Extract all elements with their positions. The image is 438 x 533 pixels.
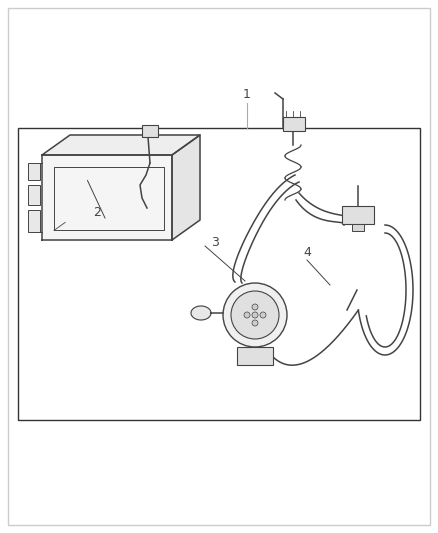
Bar	[28, 163, 40, 180]
Polygon shape	[191, 306, 211, 320]
Circle shape	[244, 312, 250, 318]
Polygon shape	[42, 135, 200, 155]
Bar	[342, 206, 374, 224]
Polygon shape	[42, 155, 172, 240]
Text: 2: 2	[93, 206, 101, 220]
Text: 3: 3	[211, 236, 219, 249]
Bar	[18, 128, 420, 420]
Bar	[142, 125, 158, 137]
Polygon shape	[172, 135, 200, 240]
Bar	[352, 224, 364, 231]
Circle shape	[252, 304, 258, 310]
Circle shape	[223, 283, 287, 347]
Circle shape	[260, 312, 266, 318]
Circle shape	[252, 312, 258, 318]
Text: 4: 4	[303, 246, 311, 259]
Text: 1: 1	[243, 88, 251, 101]
Bar	[283, 117, 305, 131]
Circle shape	[231, 291, 279, 339]
Circle shape	[252, 320, 258, 326]
Bar	[28, 185, 40, 205]
Bar	[237, 347, 273, 365]
Bar	[28, 210, 40, 232]
